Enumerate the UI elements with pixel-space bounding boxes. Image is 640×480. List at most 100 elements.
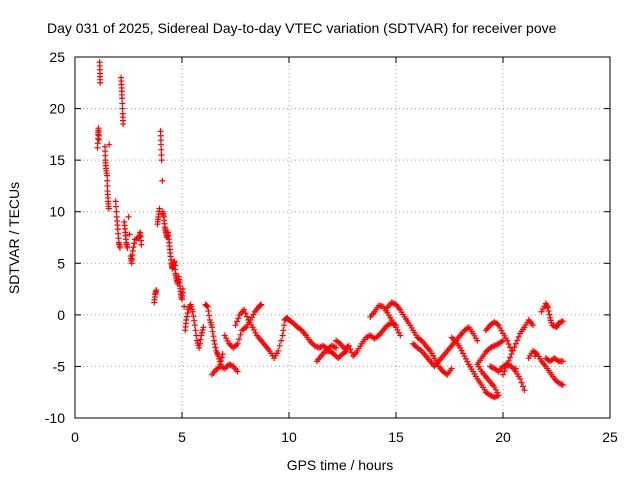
- data-point: [448, 365, 455, 372]
- data-point: [518, 379, 525, 386]
- axis-ticks: [74, 56, 611, 419]
- y-axis-label: SDTVAR / TECUs: [6, 182, 22, 294]
- x-tick-label: 0: [71, 429, 79, 445]
- data-point: [105, 205, 112, 212]
- data-point: [502, 364, 509, 371]
- data-point: [158, 157, 165, 164]
- data-point: [138, 241, 145, 248]
- data-point: [129, 247, 136, 254]
- data-point: [233, 318, 240, 325]
- data-point: [158, 146, 165, 153]
- data-point: [106, 141, 113, 148]
- data-point: [183, 317, 190, 324]
- data-point: [257, 302, 264, 309]
- data-point: [158, 141, 165, 148]
- data-point: [119, 100, 126, 107]
- data-point: [198, 329, 205, 336]
- grid-lines: [75, 57, 610, 418]
- x-tick-label: 5: [178, 429, 186, 445]
- data-point: [200, 324, 207, 331]
- data-point: [156, 205, 163, 212]
- data-point: [116, 244, 123, 251]
- data-point: [509, 347, 516, 354]
- data-point: [275, 347, 282, 354]
- y-tick-label: 0: [57, 307, 65, 323]
- data-point: [119, 105, 126, 112]
- data-point: [104, 182, 111, 189]
- data-point: [192, 327, 199, 334]
- data-point: [545, 308, 552, 315]
- data-point: [211, 341, 218, 348]
- data-point: [209, 328, 216, 335]
- x-tick-label: 20: [495, 429, 511, 445]
- data-point: [519, 383, 526, 390]
- data-point: [236, 336, 243, 343]
- data-point: [241, 306, 248, 313]
- data-point: [159, 177, 166, 184]
- data-point: [258, 301, 265, 308]
- plot-frame: [74, 56, 611, 419]
- data-point: [211, 337, 218, 344]
- data-point: [208, 324, 215, 331]
- y-tick-label: 15: [49, 152, 65, 168]
- data-point: [501, 368, 508, 375]
- data-point: [514, 337, 521, 344]
- data-point: [113, 208, 120, 215]
- data-point: [131, 240, 138, 247]
- data-point: [197, 336, 204, 343]
- data-point: [278, 337, 285, 344]
- data-point: [95, 136, 102, 143]
- data-point: [218, 354, 225, 361]
- data-point: [243, 313, 250, 320]
- y-tick-label: 20: [49, 101, 65, 117]
- data-point: [113, 203, 120, 210]
- data-point: [515, 333, 522, 340]
- data-point: [210, 333, 217, 340]
- data-point: [235, 315, 242, 322]
- data-point: [97, 79, 104, 86]
- data-point: [104, 177, 111, 184]
- axis-tick-labels: 0 5 10 15 20 25 -10 -5 0 5 10 15 20 25: [45, 49, 618, 445]
- data-point: [189, 308, 196, 315]
- data-point: [276, 342, 283, 349]
- y-tick-label: -5: [53, 358, 66, 374]
- data-point: [559, 318, 566, 325]
- data-point: [191, 317, 198, 324]
- data-point: [333, 344, 340, 351]
- data-point: [153, 287, 160, 294]
- data-point: [500, 371, 506, 378]
- x-tick-label: 25: [602, 429, 618, 445]
- data-point: [397, 332, 404, 339]
- data-point: [517, 375, 524, 382]
- data-point: [507, 354, 514, 361]
- data-point: [279, 332, 286, 339]
- data-point: [544, 303, 551, 310]
- y-tick-label: 25: [49, 49, 65, 65]
- data-point: [219, 351, 226, 358]
- data-point: [180, 286, 187, 293]
- data-point: [281, 322, 288, 329]
- x-axis-label: GPS time / hours: [287, 457, 394, 473]
- data-point: [196, 340, 203, 347]
- data-point: [190, 313, 197, 320]
- y-tick-label: -10: [45, 410, 65, 426]
- data-point: [183, 313, 190, 320]
- data-point: [212, 344, 219, 351]
- data-point: [184, 310, 191, 317]
- data-point: [508, 351, 515, 358]
- data-point: [237, 331, 244, 338]
- data-point: [215, 353, 222, 360]
- data-point: [158, 151, 165, 158]
- data-point: [546, 311, 553, 318]
- y-tick-label: 5: [57, 255, 65, 271]
- data-point: [218, 357, 225, 364]
- data-point: [125, 213, 132, 220]
- data-point: [120, 121, 127, 128]
- data-point: [199, 326, 206, 333]
- chart-title: Day 031 of 2025, Sidereal Day-to-day VTE…: [47, 20, 557, 36]
- data-point: [345, 342, 352, 349]
- data-point: [234, 340, 241, 347]
- x-tick-label: 10: [281, 429, 297, 445]
- data-point: [505, 341, 512, 348]
